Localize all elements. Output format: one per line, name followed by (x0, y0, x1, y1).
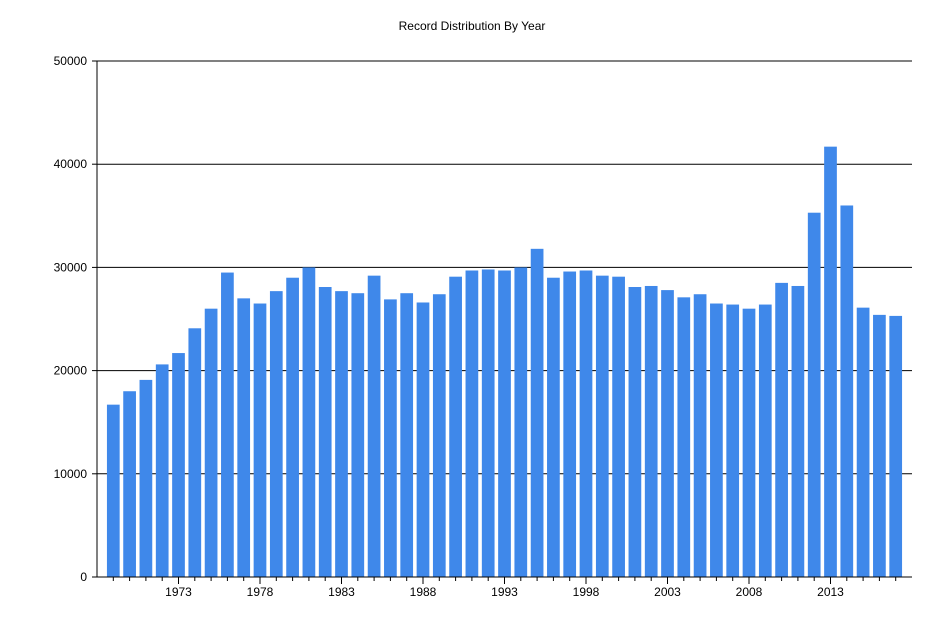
y-tick-label: 50000 (54, 54, 88, 68)
bar-2001 (628, 287, 642, 577)
bar-2010 (775, 282, 788, 577)
y-tick-label: 20000 (54, 364, 88, 378)
bar-1995 (530, 248, 544, 577)
x-tick-label: 2013 (817, 585, 844, 599)
x-tick-label: 2008 (736, 585, 763, 599)
bar-2002 (644, 285, 658, 577)
x-tick-label: 2003 (654, 585, 681, 599)
bar-1994 (514, 267, 528, 577)
bar-1987 (400, 293, 414, 577)
bar-1989 (432, 294, 446, 577)
x-tick-label: 1993 (491, 585, 518, 599)
bar-1978 (253, 303, 267, 577)
x-tick-label: 1978 (247, 585, 274, 599)
bar-2006 (710, 303, 723, 577)
bar-1981 (302, 267, 316, 577)
bar-2014 (840, 205, 854, 578)
bar-1971 (139, 379, 153, 577)
bar-2016 (873, 314, 886, 577)
bar-1991 (465, 270, 479, 577)
bar-2008 (742, 308, 756, 577)
bar-1996 (547, 277, 560, 577)
x-tick-labels: 1973 1978 1983 1988 1993 1998 2003 2008 2013 (165, 585, 844, 599)
x-tick-label: 1973 (165, 585, 192, 599)
bar-1998 (579, 270, 593, 577)
bar-1993 (498, 270, 511, 577)
bar-2009 (758, 304, 772, 577)
chart-title: Record Distribution By Year (399, 19, 546, 33)
bar-1980 (286, 277, 299, 577)
bar-1976 (221, 272, 234, 577)
bar-1999 (595, 275, 609, 577)
bar-2004 (677, 297, 691, 577)
bar-1969 (106, 404, 120, 577)
bar-1985 (367, 275, 381, 577)
axes (96, 61, 912, 584)
bar-2015 (856, 307, 870, 577)
y-tick-label: 10000 (54, 467, 88, 481)
bar-1990 (449, 276, 462, 577)
y-tick-label: 30000 (54, 260, 88, 274)
bar-1984 (351, 293, 365, 577)
bar-2007 (726, 304, 740, 577)
bar-2011 (791, 285, 805, 577)
bar-2000 (612, 276, 625, 577)
bar-2005 (693, 294, 707, 577)
bar-1972 (155, 364, 169, 577)
bar-2013 (824, 146, 837, 577)
bar-1997 (563, 271, 577, 577)
bar-1983 (335, 291, 348, 577)
bar-1979 (269, 291, 283, 577)
x-tick-label: 1998 (573, 585, 600, 599)
bar-2017 (889, 315, 903, 577)
y-tick-label: 40000 (54, 157, 88, 171)
y-tick-labels: 0 10000 20000 30000 40000 50000 (54, 54, 88, 584)
bar-2012 (807, 212, 821, 578)
x-tick-label: 1988 (410, 585, 437, 599)
bar-1970 (123, 391, 136, 577)
bar-1977 (237, 298, 251, 577)
bar-1982 (318, 287, 332, 577)
bar-1973 (172, 353, 185, 577)
bar-1974 (188, 328, 202, 577)
y-tick-label: 0 (80, 570, 87, 584)
bar-1992 (481, 269, 495, 577)
bar-1975 (204, 308, 218, 577)
bar-1986 (384, 299, 397, 577)
bar-1988 (416, 302, 430, 577)
bars (106, 146, 903, 578)
x-tick-label: 1983 (328, 585, 355, 599)
bar-2003 (661, 290, 674, 577)
